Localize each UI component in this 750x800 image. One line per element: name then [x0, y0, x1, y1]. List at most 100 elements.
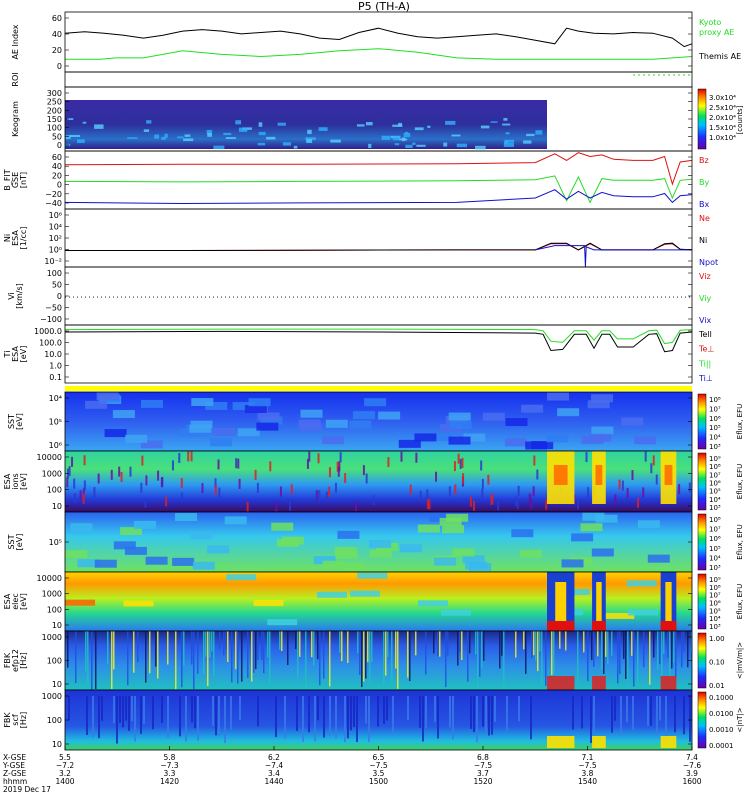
esa_ion-cell [461, 457, 464, 468]
keogram-patch [503, 142, 514, 147]
sst_elec-cell [571, 533, 594, 542]
sst_ion-cell [140, 440, 163, 449]
sst_ion-cell [322, 436, 345, 445]
esa_elec-cell [626, 580, 657, 587]
esa_elec-cell [349, 590, 380, 597]
fbk-e-stripe [251, 631, 253, 682]
fbk-b-stripe [335, 696, 337, 739]
fbk-e-stripe [593, 631, 595, 667]
fbk-b-stripe [491, 696, 493, 735]
fbk-e-stripe [631, 631, 633, 656]
axis-tick-label: 1540 [578, 777, 597, 786]
velocity-legend-item: Viz [699, 272, 711, 281]
fbk-b-stripe [407, 696, 409, 721]
fbk-e-stripe [213, 631, 215, 677]
axis-tick-label: 7.1 [582, 753, 594, 762]
velocity-frame [64, 266, 693, 326]
axis-tick-label: 3.9 [686, 769, 698, 778]
keogram-patch [82, 121, 87, 124]
keogram-patch [206, 129, 213, 135]
esa_elec-spectrogram [65, 572, 692, 631]
fbk-e-stripe [203, 631, 205, 674]
esa_ion-cell [180, 492, 183, 503]
fbk_e-ylabel: FBK efp12 [Hz] [3, 649, 28, 672]
velocity-legend-item: Viy [699, 294, 712, 303]
fbk-e-stripe [211, 631, 213, 652]
keogram-patch [330, 139, 341, 143]
keogram-colorbar-tick: 1.5x10⁴ [709, 124, 736, 132]
fbk_e-plot-area [65, 631, 693, 690]
esa_ion-colorbar-tick: 10⁹ [709, 455, 721, 463]
fbk_b-ytick-label: 1000 [42, 692, 62, 701]
esa_ion-cell [631, 470, 634, 481]
esa_ion-cell [400, 451, 403, 462]
keogram-patch [526, 133, 535, 137]
fbk-b-stripe [140, 696, 142, 734]
sst_elec-cell [511, 529, 534, 538]
esa_ion-cell [618, 479, 621, 490]
fbk-b-stripe [434, 696, 436, 722]
fbk-b-stripe [98, 696, 100, 739]
esa_ion-cell [83, 455, 86, 466]
esa_ion-cell [256, 482, 259, 493]
keogram-patch [305, 137, 316, 140]
fbk-e-stripe [601, 631, 603, 670]
keogram-patch [69, 134, 81, 138]
sst_ion-cell [248, 398, 271, 407]
esa_ion-cell [576, 499, 579, 510]
fbk-e-stripe [111, 631, 113, 690]
axis-tick-label: 6.2 [268, 753, 280, 762]
sst_ion-cell [634, 436, 657, 445]
density-ytick-label: 10⁰ [49, 246, 62, 255]
sst_elec-cell [335, 550, 358, 559]
esa_ion-cell [336, 461, 339, 472]
sst_ion-cell [209, 438, 232, 447]
fbk-e-stripe [133, 631, 135, 673]
velocity-ylabel: Vi [km/s] [7, 283, 24, 309]
fbk-e-stripe [551, 631, 553, 676]
fbk-e-stripe [583, 631, 585, 653]
keogram-patch [405, 144, 413, 149]
fbk-e-stripe [193, 631, 195, 690]
fbk-b-stripe [152, 696, 154, 730]
sst_elec-cell [77, 559, 100, 568]
esa_ion-cell [325, 491, 328, 502]
sst_ion-colorbar-tick: 10⁸ [709, 396, 721, 404]
fbk-e-stripe [361, 631, 363, 687]
sst_ion-ylabel-line-1: [eV] [15, 413, 24, 430]
sst_elec-colorbar-tick: 10⁵ [709, 545, 721, 553]
esa_ion-cell [517, 485, 520, 496]
fbk-b-event-1 [592, 736, 606, 748]
esa_ion-cell [626, 487, 629, 498]
fbk-e-stripe [347, 631, 349, 663]
keogram-patch [399, 138, 408, 141]
esa_ion-colorbar-tick: 10⁷ [709, 471, 721, 479]
keogram-patch [184, 134, 191, 137]
esa_ion-cell [171, 460, 174, 471]
sst_elec-cell [452, 548, 475, 557]
sst_ion-cell [547, 392, 570, 401]
axis-tick-label: 5.8 [164, 753, 176, 762]
fbk-b-stripe [347, 696, 349, 739]
keogram-patch [183, 138, 194, 142]
sst_elec-colorbar-tick: 10⁶ [709, 535, 721, 543]
fbk-e-stripe [369, 631, 371, 684]
keogram-patch [235, 120, 242, 125]
fbk-e-stripe [183, 631, 185, 667]
esa_ion-cell [435, 471, 438, 482]
axis-row-label: Y-GSE [2, 761, 25, 770]
esa_ion-cell [415, 452, 418, 463]
ae-ytick-label: 20 [52, 46, 62, 55]
esa_ion-cell [129, 466, 132, 477]
fbk-e-stripe [145, 631, 147, 683]
fbk-b-stripe [590, 696, 592, 743]
fbk-e-stripe [657, 631, 659, 670]
fbk-b-stripe [143, 696, 145, 724]
sst_elec-cell [224, 516, 247, 525]
fbk-e-stripe [501, 631, 503, 656]
sst_ion-cell [591, 394, 614, 403]
fbk-e-stripe [525, 631, 527, 674]
fbk-b-stripe [659, 696, 661, 721]
fbk-b-stripe [197, 696, 199, 741]
